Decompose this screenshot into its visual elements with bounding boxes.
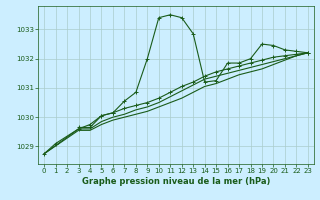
X-axis label: Graphe pression niveau de la mer (hPa): Graphe pression niveau de la mer (hPa) — [82, 177, 270, 186]
